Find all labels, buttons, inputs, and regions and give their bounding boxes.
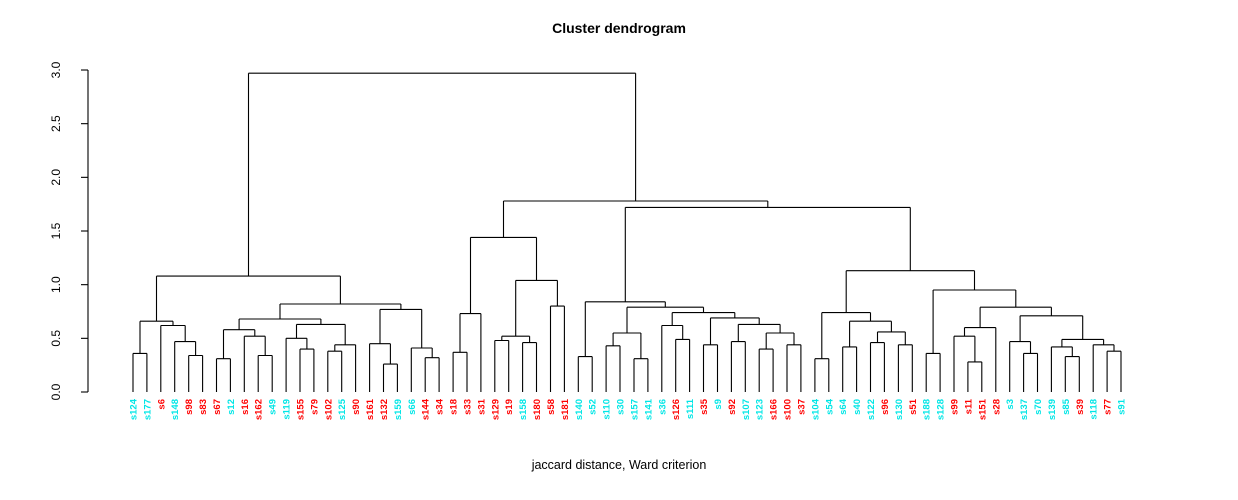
leaf-label-s31: s31 [476, 398, 487, 415]
leaf-label-s28: s28 [991, 399, 1002, 415]
leaf-label-s122: s122 [866, 399, 877, 420]
y-tick-label: 0.5 [49, 330, 63, 347]
leaf-label-s99: s99 [950, 399, 961, 415]
x-axis-caption: jaccard distance, Ward criterion [531, 458, 707, 472]
leaf-label-s39: s39 [1075, 399, 1086, 415]
leaf-label-s140: s140 [574, 399, 585, 420]
leaf-label-s148: s148 [170, 399, 181, 420]
leaf-label-s91: s91 [1117, 398, 1128, 415]
leaf-label-s92: s92 [727, 399, 738, 415]
y-tick-label: 2.5 [49, 115, 63, 132]
y-tick-label: 2.0 [49, 169, 63, 186]
leaf-label-s144: s144 [421, 398, 432, 420]
leaf-label-s137: s137 [1019, 399, 1030, 420]
leaf-label-s49: s49 [268, 399, 279, 415]
leaf-label-s119: s119 [282, 399, 293, 420]
leaf-label-s3: s3 [1005, 399, 1016, 410]
leaf-label-s180: s180 [532, 399, 543, 420]
leaf-label-s16: s16 [240, 399, 251, 415]
y-axis [81, 69, 89, 393]
leaf-label-s139: s139 [1047, 399, 1058, 420]
leaf-label-s155: s155 [295, 398, 306, 420]
leaf-label-s157: s157 [629, 399, 640, 420]
leaf-label-s132: s132 [379, 399, 390, 420]
leaf-label-s83: s83 [198, 399, 209, 415]
leaf-label-s141: s141 [643, 398, 654, 420]
leaf-label-s118: s118 [1089, 399, 1100, 420]
leaf-label-s36: s36 [657, 399, 668, 415]
leaf-label-s40: s40 [852, 399, 863, 415]
leaf-label-s66: s66 [407, 399, 418, 415]
leaf-label-s130: s130 [894, 399, 905, 420]
leaf-label-s37: s37 [796, 399, 807, 415]
leaf-label-s102: s102 [323, 399, 334, 420]
chart-title: Cluster dendrogram [552, 20, 686, 36]
leaf-label-s51: s51 [908, 398, 919, 415]
leaf-label-s12: s12 [226, 399, 237, 415]
y-tick-label: 1.5 [49, 222, 63, 239]
leaf-label-s33: s33 [462, 399, 473, 415]
leaf-label-s159: s159 [393, 399, 404, 420]
leaf-label-s11: s11 [963, 398, 974, 414]
leaf-label-s123: s123 [755, 399, 766, 420]
leaf-label-s35: s35 [699, 398, 710, 415]
leaf-label-s124: s124 [129, 398, 140, 420]
leaf-label-s128: s128 [936, 399, 947, 420]
leaf-label-s6: s6 [156, 399, 167, 410]
leaf-label-s70: s70 [1033, 399, 1044, 415]
leaf-label-s9: s9 [713, 399, 724, 410]
leaf-label-s98: s98 [184, 399, 195, 415]
leaf-label-s129: s129 [490, 399, 501, 420]
leaf-label-s30: s30 [616, 399, 627, 415]
y-tick-label: 0.0 [49, 383, 63, 400]
leaf-label-s162: s162 [254, 399, 265, 420]
leaf-label-s34: s34 [435, 398, 446, 415]
leaf-label-s79: s79 [309, 399, 320, 415]
leaf-label-s177: s177 [142, 399, 153, 420]
leaf-label-s64: s64 [838, 398, 849, 415]
leaf-label-s67: s67 [212, 399, 223, 415]
leaf-label-s107: s107 [741, 399, 752, 420]
leaf-label-s100: s100 [783, 399, 794, 420]
leaf-label-s90: s90 [351, 399, 362, 415]
leaf-label-s18: s18 [449, 399, 460, 415]
leaf-label-s52: s52 [588, 399, 599, 415]
leaf-label-s181: s181 [560, 398, 571, 420]
leaf-label-s104: s104 [810, 398, 821, 420]
leaf-label-s77: s77 [1103, 399, 1114, 415]
leaf-label-s166: s166 [769, 399, 780, 420]
leaf-label-s58: s58 [546, 399, 557, 415]
leaf-label-s126: s126 [671, 399, 682, 420]
y-tick-label: 1.0 [49, 276, 63, 293]
leaf-label-s125: s125 [337, 398, 348, 420]
leaf-label-s110: s110 [602, 399, 613, 420]
leaf-label-s19: s19 [504, 399, 515, 415]
leaf-label-s85: s85 [1061, 398, 1072, 415]
leaf-label-s96: s96 [880, 399, 891, 415]
leaf-label-s161: s161 [365, 398, 376, 420]
leaf-label-s54: s54 [824, 398, 835, 415]
dendrogram-links [132, 72, 1122, 392]
leaf-label-s151: s151 [977, 398, 988, 420]
leaf-label-s111: s111 [685, 398, 696, 419]
leaf-label-s188: s188 [922, 399, 933, 420]
y-tick-label: 3.0 [49, 61, 63, 78]
leaf-label-s158: s158 [518, 399, 529, 420]
